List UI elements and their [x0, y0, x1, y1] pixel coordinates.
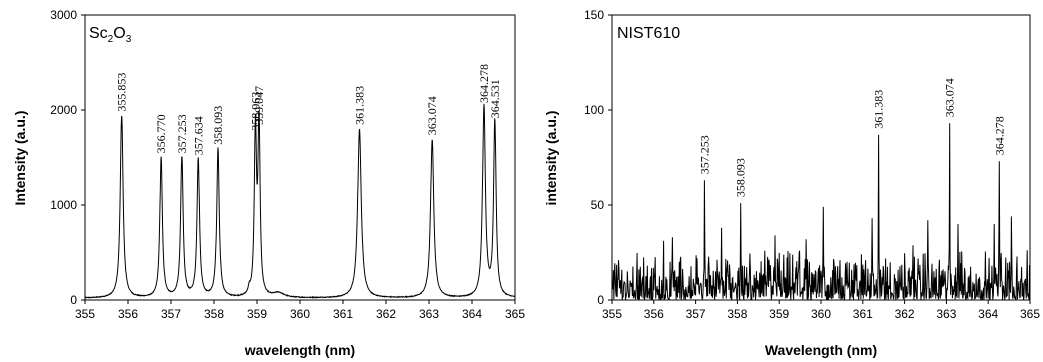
nist610-x-tick-label: 360 [811, 307, 831, 321]
nist610-y-tick-label: 100 [584, 103, 604, 117]
sc2o3-peak-label: 361.383 [353, 86, 367, 125]
sc2o3-x-tick-label: 356 [118, 307, 138, 321]
nist610-peak-label: 363.074 [943, 78, 957, 117]
sc2o3-spectrum-line [84, 103, 516, 299]
sc2o3-peak-label: 357.253 [175, 114, 189, 153]
sc2o3-y-tick-label: 2000 [50, 103, 77, 117]
sc2o3-peak-label: 358.963 [248, 92, 262, 131]
sc2o3-plot-frame [84, 14, 516, 301]
sc2o3-x-axis-label: wavelength (nm) [244, 342, 355, 358]
nist610-y-tick-label: 50 [591, 198, 605, 212]
nist610-x-tick-label: 361 [853, 307, 873, 321]
nist610-x-tick-label: 356 [644, 307, 664, 321]
nist610-x-tick-label: 358 [727, 307, 747, 321]
nist610-x-tick-label: 357 [686, 307, 706, 321]
nist610-plot-frame [611, 14, 1031, 301]
sc2o3-y-axis-label: Intensity (a.u.) [12, 111, 28, 206]
sc2o3-x-tick-label: 361 [333, 307, 353, 321]
nist610-y-tick-label: 0 [597, 293, 604, 307]
nist610-panel: NIST610 355 356 357 358 359 360 361 362 363 364 36… [543, 8, 1040, 358]
sc2o3-peak-label: 364.278 [477, 64, 491, 103]
nist610-peak-label: 361.383 [872, 90, 886, 129]
sc2o3-peak-label: 363.074 [425, 96, 439, 135]
sc2o3-peak-label: 364.531 [488, 79, 502, 118]
sc2o3-x-tick-label: 357 [161, 307, 181, 321]
sc2o3-panel: Sc2O3 355 356 357 358 359 360 361 362 363 364 365 … [12, 8, 525, 358]
sc2o3-x-tick-label: 358 [204, 307, 224, 321]
sc2o3-peak-label: 356.770 [154, 114, 168, 153]
sc2o3-x-tick-label: 363 [419, 307, 439, 321]
sc2o3-x-tick-label: 359 [247, 307, 267, 321]
sc2o3-y-tick-label: 3000 [50, 8, 77, 22]
nist610-x-axis-label: Wavelength (nm) [765, 342, 877, 358]
nist610-y-tick-label: 150 [584, 8, 604, 22]
sc2o3-panel-title: Sc2O3 [89, 25, 132, 45]
sc2o3-peak-label: 358.093 [211, 106, 225, 145]
nist610-peak-label: 358.093 [734, 158, 748, 197]
nist610-x-tick-label: 364 [978, 307, 998, 321]
nist610-peak-label: 357.253 [697, 135, 711, 174]
sc2o3-x-tick-label: 360 [290, 307, 310, 321]
sc2o3-peak-label: 359.047 [252, 86, 266, 125]
nist610-x-tick-label: 365 [1020, 307, 1040, 321]
sc2o3-x-tick-label: 364 [462, 307, 482, 321]
nist610-x-tick-label: 359 [769, 307, 789, 321]
nist610-peak-label: 364.278 [993, 116, 1007, 155]
nist610-x-tick-label: 355 [602, 307, 622, 321]
nist610-spectrum-line [611, 123, 1031, 302]
sc2o3-y-tick-label: 0 [70, 293, 77, 307]
nist610-y-axis-label: intensity (a.u.) [543, 111, 559, 206]
sc2o3-peak-label: 355.853 [115, 73, 129, 112]
sc2o3-x-tick-label: 365 [505, 307, 525, 321]
sc2o3-y-tick-label: 1000 [50, 198, 77, 212]
nist610-panel-title: NIST610 [617, 25, 680, 42]
sc2o3-x-tick-label: 355 [75, 307, 95, 321]
nist610-x-tick-label: 363 [936, 307, 956, 321]
nist610-x-tick-label: 362 [895, 307, 915, 321]
sc2o3-x-tick-label: 362 [376, 307, 396, 321]
sc2o3-peak-label: 357.634 [191, 116, 205, 155]
